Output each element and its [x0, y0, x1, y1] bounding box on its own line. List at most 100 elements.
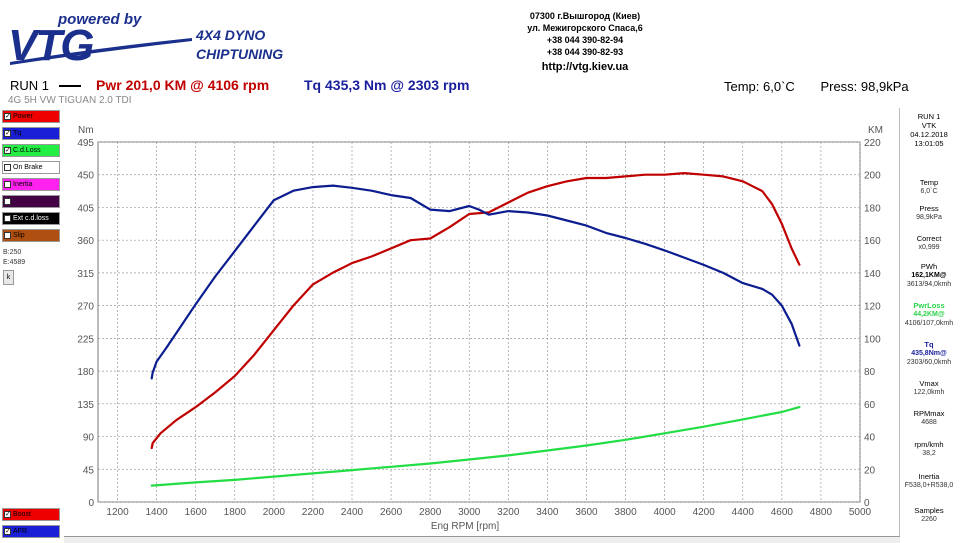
x-tick-label: 3800: [614, 507, 637, 518]
x-tick-label: 1600: [185, 507, 208, 518]
stats-run: RUN 1: [917, 112, 941, 121]
y-left-tick-label: 405: [77, 203, 94, 214]
y-right-tick-label: 160: [864, 236, 881, 247]
y-left-unit: Nm: [78, 125, 94, 136]
checkbox-power[interactable]: ✓: [4, 113, 11, 120]
y-right-tick-label: 100: [864, 334, 881, 345]
stats-operator: VTK: [921, 121, 937, 130]
y-right-unit: KM: [868, 125, 883, 136]
powered-by-text: powered by: [57, 11, 142, 28]
checkbox-inertia[interactable]: [4, 181, 11, 188]
stat-label: PwrLoss: [913, 301, 945, 310]
legend-item-inertia[interactable]: Inertia: [2, 178, 60, 191]
stat-correct: Correct x0,999: [900, 234, 958, 252]
stat-sub: 3613/94,0kmh: [906, 281, 952, 288]
dyno-chart: 1200 1400 1600 1800 2000 2200 2400 2600 2800 3000…: [77, 125, 883, 532]
x-tick-label: 2400: [341, 507, 364, 518]
y-left-tick-label: 270: [77, 302, 94, 313]
k-button[interactable]: k: [3, 270, 14, 285]
checkbox-acceler[interactable]: [4, 198, 11, 205]
y-left-tick-label: 135: [77, 400, 94, 411]
checkbox-cd-loss[interactable]: ✓: [4, 147, 11, 154]
horizontal-scrollbar[interactable]: [64, 536, 900, 543]
legend-item-acceler[interactable]: Acceler: [2, 195, 60, 208]
legend-item-ext-cd-loss[interactable]: ✓ Ext c.d.loss: [2, 212, 60, 225]
y-left-tick-label: 450: [77, 171, 94, 182]
axis-ticks: 1200 1400 1600 1800 2000 2200 2400 2600 2800 3000…: [77, 138, 881, 518]
legend-item-power[interactable]: ✓ Power: [2, 110, 60, 123]
stat-vmax: Vmax 122,0kmh: [900, 379, 958, 397]
stat-value: x0,999: [918, 244, 940, 251]
legend-label: Inertia: [13, 181, 33, 188]
x-tick-label: 4600: [771, 507, 794, 518]
x-tick-label: 3200: [497, 507, 520, 518]
y-left-tick-label: 90: [83, 433, 95, 444]
legend-item-boost[interactable]: ✓ Boost: [2, 508, 60, 521]
y-right-tick-label: 180: [864, 203, 881, 214]
x-tick-label: 4800: [810, 507, 833, 518]
x-tick-label: 3000: [458, 507, 481, 518]
x-axis-title: Eng RPM [rpm]: [431, 521, 500, 532]
legend-item-afr[interactable]: ✓ AFR: [2, 525, 60, 538]
checkbox-on-brake[interactable]: [4, 164, 11, 171]
stats-panel: RUN 1 VTK 04.12.2018 13:01:05 Temp 6,0`C …: [899, 108, 957, 538]
vtg-logo: powered by VTG: [8, 11, 192, 68]
y-left-tick-label: 360: [77, 236, 94, 247]
x-tick-label: 3600: [575, 507, 598, 518]
legend-label: Boost: [13, 511, 31, 518]
stat-label: Vmax: [919, 379, 939, 388]
contact-line: +38 044 390-82-93: [546, 47, 624, 57]
y-left-tick-label: 45: [83, 465, 95, 476]
stat-value: 38,2: [922, 450, 936, 457]
vehicle-name: 4G 5H VW TIGUAN 2.0 TDI: [8, 95, 132, 106]
contact-block: 07300 г.Вышгород (Киев) ул. Межигорского…: [470, 10, 700, 73]
legend-item-on-brake[interactable]: On Brake: [2, 161, 60, 174]
website-url: http://vtg.kiev.ua: [541, 61, 629, 73]
legend-item-cd-loss[interactable]: ✓ C.d.Loss: [2, 144, 60, 157]
x-tick-label: 2600: [380, 507, 403, 518]
stat-label: Correct: [916, 234, 942, 243]
stat-pwrloss: PwrLoss 44,2KM@ 4106/107,0kmh: [900, 301, 958, 328]
stat-label: Inertia: [918, 472, 940, 481]
y-left-tick-label: 495: [77, 138, 94, 149]
stat-sub: 2303/60,0kmh: [906, 359, 952, 366]
stat-pwh: PWh 162,1KM@ 3613/94,0kmh: [900, 262, 958, 289]
contact-line: ул. Межигорского Спаса,6: [527, 23, 643, 33]
stat-label: Samples: [914, 506, 944, 515]
stat-inertia: Inertia F538,0+R538,0: [900, 472, 958, 490]
stat-samples: Samples 2260: [900, 506, 958, 524]
y-left-tick-label: 315: [77, 269, 94, 280]
tq-curve: [150, 184, 801, 380]
legend-item-slip[interactable]: Slip: [2, 229, 60, 242]
stat-label: rpm/kmh: [914, 440, 944, 449]
x-tick-label: 2800: [419, 507, 442, 518]
x-tick-label: 2000: [263, 507, 286, 518]
stats-header: RUN 1 VTK 04.12.2018 13:01:05: [900, 112, 958, 148]
legend-label: Tq: [13, 130, 22, 137]
contact-line: +38 044 390-82-94: [546, 35, 624, 45]
stat-rpmmax: RPMmax 4688: [900, 409, 958, 427]
y-right-tick-label: 140: [864, 269, 881, 280]
b-value: B:250: [3, 249, 22, 256]
x-tick-label: 3400: [536, 507, 559, 518]
x-tick-label: 2200: [302, 507, 325, 518]
legend-item-tq[interactable]: ✓ Tq: [2, 127, 60, 140]
x-tick-label: 1800: [224, 507, 247, 518]
checkbox-afr[interactable]: ✓: [4, 528, 11, 535]
checkbox-slip[interactable]: [4, 232, 11, 239]
y-right-tick-label: 200: [864, 171, 881, 182]
product-line-1: 4X4 DYNO: [196, 27, 266, 43]
stat-temp: Temp 6,0`C: [900, 178, 958, 196]
stat-value: 6,0`C: [920, 188, 938, 195]
checkbox-tq[interactable]: ✓: [4, 130, 11, 137]
checkbox-ext-cd-loss[interactable]: ✓: [4, 215, 11, 222]
y-right-tick-label: 80: [864, 367, 876, 378]
legend-label: Acceler: [13, 198, 37, 205]
x-tick-label: 1200: [106, 507, 129, 518]
y-right-tick-label: 220: [864, 138, 881, 149]
stat-rpm-per-kmh: rpm/kmh 38,2: [900, 440, 958, 458]
stat-label: PWh: [920, 262, 938, 271]
run-line-swatch: [59, 84, 82, 87]
checkbox-boost[interactable]: ✓: [4, 511, 11, 518]
stat-value: 122,0kmh: [913, 389, 945, 396]
